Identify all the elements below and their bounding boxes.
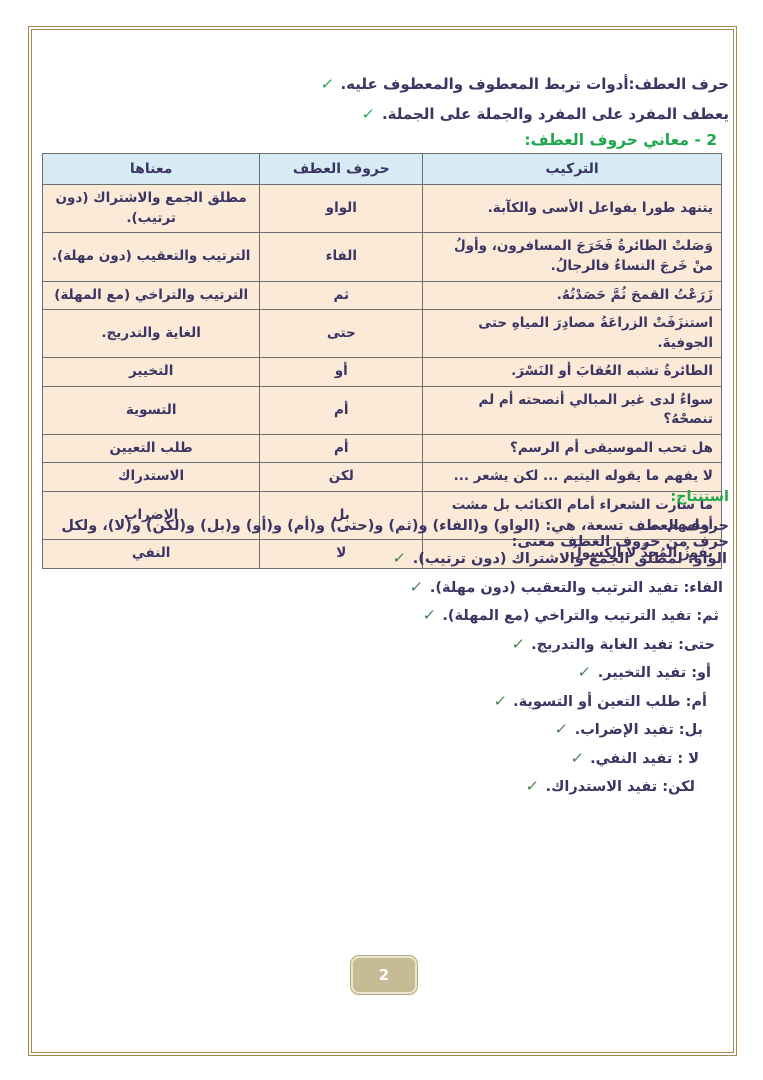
cell-letter: لا — [259, 539, 424, 569]
table-row: هل تحب الموسيقى أم الرسم؟ أم طلب التعيين — [41, 433, 722, 464]
cell-structure: يتنهد طورا بفواعل الأسى والكآبة. — [422, 184, 722, 234]
table-row: يتنهد طورا بفواعل الأسى والكآبة. الواو م… — [41, 184, 722, 234]
conclusion-list: الواو: لمطلق الجمع والاشتراك (دون ترتيب)… — [391, 549, 727, 806]
cell-structure: ما سارت الشعراء أمام الكتائب بل مشت أمام… — [422, 491, 722, 541]
check-icon: ✓ — [569, 748, 585, 767]
table-row: استنزَفَتْ الزراعَةُ مصادِرَ المياهِ حتى… — [41, 309, 722, 359]
list-item-text: الفاء: تفيد الترتيب والتعقيب (دون مهلة). — [429, 579, 723, 596]
list-item: الفاء: تفيد الترتيب والتعقيب (دون مهلة).… — [393, 578, 727, 599]
cell-letter: أم — [259, 433, 424, 464]
intro-section: حرف العطف:أدوات تربط المعطوف والمعطوف عل… — [319, 74, 729, 134]
cell-structure: هل تحب الموسيقى أم الرسم؟ — [422, 433, 722, 464]
check-icon: ✓ — [492, 691, 508, 710]
cell-structure: زَرَعْتُ القمحَ ثُمَّ حَصَدْتُهُ. — [422, 280, 722, 311]
list-item: ثم: تفيد الترتيب والتراخي (مع المهلة). ✓ — [393, 606, 727, 627]
table-row: لا يفهم ما يقوله اليتيم ... لكن يشعر ...… — [41, 462, 722, 493]
col-header-structure: التركيب — [422, 152, 722, 186]
conclusion-heading: استنتاج: — [670, 489, 729, 505]
cell-letter: الواو — [259, 184, 424, 234]
list-item-text: بل: تفيد الإضراب. — [574, 722, 703, 738]
intro-bullet-1-text: حرف العطف:أدوات تربط المعطوف والمعطوف عل… — [340, 75, 729, 93]
list-item-text: أم: طلب التعين أو التسوية. — [513, 693, 707, 710]
check-icon: ✓ — [391, 549, 407, 567]
intro-bullet-2-text: يعطف المفرد على المفرد والجملة على الجمل… — [381, 105, 729, 123]
cell-structure: استنزَفَتْ الزراعَةُ مصادِرَ المياهِ حتى… — [422, 309, 722, 359]
cell-structure: يفوزُ المُجدُّ لا الكسولُ. — [422, 539, 722, 569]
table-row: الطائرةُ تشبه العُقابَ أو النَسْرَ. أو ا… — [41, 357, 722, 387]
list-item-text: الواو: لمطلق الجمع والاشتراك (دون ترتيب)… — [412, 551, 727, 567]
col-header-meaning: معناها — [41, 152, 261, 186]
cell-meaning: النفي — [41, 539, 261, 569]
list-item-text: حتى: تفيد الغاية والتدريج. — [531, 636, 715, 653]
check-icon: ✓ — [361, 105, 377, 123]
table-header-row: التركيب حروف العطف معناها — [41, 152, 722, 186]
check-icon: ✓ — [319, 75, 335, 93]
section-heading-meanings: 2 - معاني حروف العطف: — [524, 131, 717, 149]
table-row: سواءُ لدى غير المبالي أنصحته أم لم تنصحْ… — [41, 385, 722, 435]
cell-meaning: الإضراب — [41, 491, 261, 541]
check-icon: ✓ — [553, 720, 569, 738]
list-item: لا : تفيد النفي. ✓ — [393, 749, 727, 770]
table-row: ما سارت الشعراء أمام الكتائب بل مشت أمام… — [41, 491, 722, 541]
cell-letter: بل — [259, 491, 424, 541]
cell-letter: الفاء — [259, 232, 424, 282]
intro-bullet-2: يعطف المفرد على المفرد والجملة على الجمل… — [321, 104, 729, 125]
conclusion-intro-line: حروف العطف تسعة، هي: (الواو) و(الفاء) و(… — [61, 518, 729, 550]
check-icon: ✓ — [524, 777, 540, 795]
table-row: وَصَلتْ الطائرةُ فَخَرَجَ المسافرون، وأو… — [41, 232, 722, 282]
table-row: يفوزُ المُجدُّ لا الكسولُ. لا النفي — [41, 539, 722, 569]
cell-letter: أم — [259, 385, 424, 435]
cell-meaning: الترتيب والتراخي (مع المهلة) — [41, 280, 261, 311]
cell-letter: أو — [259, 357, 424, 387]
cell-letter: لكن — [259, 462, 424, 493]
list-item: أم: طلب التعين أو التسوية. ✓ — [393, 692, 727, 713]
list-item-text: لا : تفيد النفي. — [590, 750, 699, 767]
check-icon: ✓ — [576, 663, 593, 681]
cell-structure: سواءُ لدى غير المبالي أنصحته أم لم تنصحْ… — [422, 385, 722, 435]
cell-meaning: مطلق الجمع والاشتراك (دون ترتيب). — [41, 184, 261, 234]
cell-structure: لا يفهم ما يقوله اليتيم ... لكن يشعر ... — [422, 462, 722, 493]
table-row: زَرَعْتُ القمحَ ثُمَّ حَصَدْتُهُ. ثم الت… — [41, 280, 722, 311]
cell-structure: وَصَلتْ الطائرةُ فَخَرَجَ المسافرون، وأو… — [422, 232, 722, 282]
cell-structure: الطائرةُ تشبه العُقابَ أو النَسْرَ. — [422, 357, 722, 387]
check-icon: ✓ — [409, 577, 425, 596]
cell-meaning: طلب التعيين — [41, 433, 261, 464]
cell-meaning: الغاية والتدريج. — [41, 309, 261, 359]
cell-meaning: التسوية — [41, 385, 261, 435]
cell-letter: حتى — [259, 309, 424, 359]
list-item: لكن: تفيد الاستدراك. ✓ — [393, 777, 727, 798]
list-item-text: أو: تفيد التخيير. — [597, 665, 711, 681]
cell-meaning: التخيير — [41, 357, 261, 387]
list-item: أو: تفيد التخيير. ✓ — [393, 663, 727, 684]
conjunctions-table: التركيب حروف العطف معناها يتنهد طورا بفو… — [41, 152, 722, 569]
list-item-text: ثم: تفيد الترتيب والتراخي (مع المهلة). — [442, 608, 719, 624]
page-number-badge: 2 — [351, 956, 417, 994]
page-number: 2 — [378, 966, 390, 984]
intro-bullet-1: حرف العطف:أدوات تربط المعطوف والمعطوف عل… — [319, 74, 729, 95]
cell-meaning: الاستدراك — [41, 462, 261, 493]
list-item: حتى: تفيد الغاية والتدريج. ✓ — [393, 635, 727, 656]
check-icon: ✓ — [421, 606, 437, 624]
check-icon: ✓ — [510, 634, 526, 653]
col-header-letter: حروف العطف — [259, 152, 424, 186]
list-item: بل: تفيد الإضراب. ✓ — [393, 720, 727, 741]
list-item-text: لكن: تفيد الاستدراك. — [545, 779, 695, 795]
cell-meaning: الترتيب والتعقيب (دون مهلة). — [41, 232, 261, 282]
list-item: الواو: لمطلق الجمع والاشتراك (دون ترتيب)… — [391, 549, 727, 570]
cell-letter: ثم — [259, 280, 424, 311]
